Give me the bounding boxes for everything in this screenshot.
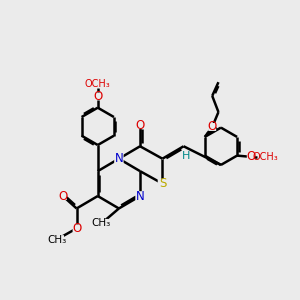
FancyBboxPatch shape [247, 153, 255, 161]
Text: H: H [182, 151, 190, 161]
Text: CH₃: CH₃ [47, 235, 66, 244]
FancyBboxPatch shape [49, 235, 64, 244]
Text: O: O [58, 190, 68, 202]
FancyBboxPatch shape [257, 152, 274, 161]
Text: OCH₃: OCH₃ [85, 79, 111, 89]
Text: N: N [115, 152, 123, 165]
FancyBboxPatch shape [73, 224, 81, 232]
FancyBboxPatch shape [183, 152, 189, 159]
FancyBboxPatch shape [136, 121, 144, 129]
FancyBboxPatch shape [135, 191, 145, 201]
Text: O: O [72, 222, 81, 235]
Text: N: N [136, 190, 144, 202]
FancyBboxPatch shape [208, 123, 216, 131]
Text: O: O [93, 90, 102, 103]
FancyBboxPatch shape [94, 92, 102, 101]
FancyBboxPatch shape [94, 219, 109, 228]
Text: S: S [159, 177, 166, 190]
FancyBboxPatch shape [158, 179, 167, 188]
Text: O: O [246, 150, 255, 163]
Text: O: O [135, 118, 145, 132]
Text: OCH₃: OCH₃ [253, 152, 279, 162]
FancyBboxPatch shape [90, 80, 106, 88]
FancyBboxPatch shape [114, 154, 124, 164]
Text: O: O [208, 121, 217, 134]
FancyBboxPatch shape [59, 192, 67, 200]
Text: CH₃: CH₃ [92, 218, 111, 228]
